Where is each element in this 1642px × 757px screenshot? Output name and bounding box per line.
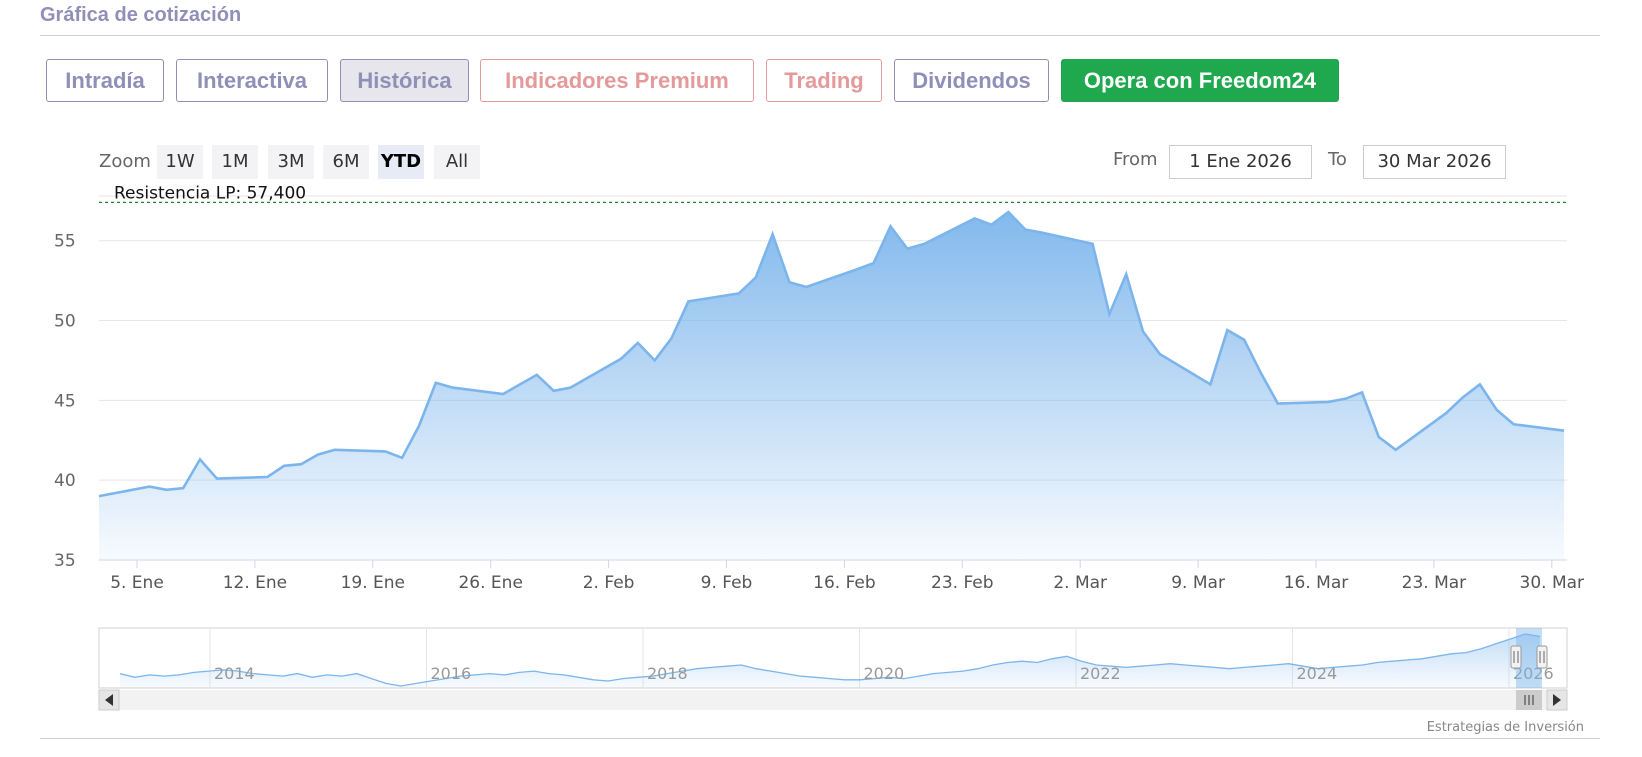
x-tick-label: 16. Mar [1284,573,1349,593]
x-tick-label: 2. Mar [1053,573,1107,593]
navigator-scrollbar[interactable] [98,689,1568,711]
x-tick-label: 2. Feb [583,573,635,593]
tab-interactiva[interactable]: Interactiva [176,59,328,102]
freedom24-cta-button[interactable]: Opera con Freedom24 [1061,59,1339,102]
navigator-left-handle[interactable] [1510,645,1522,669]
x-tick-label: 16. Feb [813,573,876,593]
x-tick-label: 9. Feb [701,573,753,593]
zoom-6m-button[interactable]: 6M [323,145,369,179]
x-tick-label: 30. Mar [1520,573,1585,593]
arrow-left-icon [105,694,113,706]
navigator-year-label: 2020 [864,664,905,683]
y-tick-label: 45 [54,391,76,411]
tab-trading[interactable]: Trading [766,59,882,102]
navigator-year-label: 2024 [1297,664,1338,683]
tab-dividendos[interactable]: Dividendos [894,59,1049,102]
arrow-right-icon [1553,694,1561,706]
price-area [99,212,1565,560]
tab-indicadores-premium[interactable]: Indicadores Premium [480,59,754,102]
zoom-label: Zoom [99,151,151,172]
to-date-input[interactable]: 30 Mar 2026 [1363,145,1506,179]
x-tick-label: 19. Ene [341,573,405,593]
y-tick-label: 35 [54,551,76,571]
y-tick-label: 40 [54,471,76,491]
y-tick-label: 50 [54,312,76,332]
title-divider [40,35,1600,36]
navigator-year-label: 2022 [1080,664,1121,683]
zoom-ytd-button[interactable]: YTD [378,145,424,179]
navigator-year-label: 2026 [1513,664,1554,683]
x-tick-label: 26. Ene [458,573,522,593]
zoom-3m-button[interactable]: 3M [268,145,314,179]
navigator[interactable]: 2014 2016 2018 2020 2022 2024 2026 [98,627,1568,689]
price-line [98,210,1565,498]
navigator-year-label: 2016 [431,664,472,683]
page-title: Gráfica de cotización [40,4,242,26]
x-tick-label: 12. Ene [223,573,287,593]
zoom-1m-button[interactable]: 1M [212,145,258,179]
footer-divider [40,738,1600,739]
x-tick-label: 9. Mar [1171,573,1225,593]
x-tick-label: 5. Ene [110,573,164,593]
from-date-input[interactable]: 1 Ene 2026 [1169,145,1312,179]
x-tick-label: 23. Feb [931,573,994,593]
zoom-1w-button[interactable]: 1W [157,145,203,179]
credit-text: Estrategias de Inversión [1426,720,1584,735]
from-label: From [1113,149,1158,170]
resistance-label: Resistencia LP: 57,400 [114,183,306,203]
navigator-right-handle[interactable] [1536,645,1548,669]
scrollbar-track[interactable] [99,690,1567,710]
navigator-year-label: 2018 [647,664,688,683]
tab-historica[interactable]: Histórica [340,59,469,102]
navigator-year-label: 2014 [214,664,255,683]
to-label: To [1328,149,1347,170]
x-tick-label: 23. Mar [1402,573,1467,593]
zoom-all-button[interactable]: All [434,145,480,179]
y-tick-label: 55 [54,232,76,252]
navigator-area [120,634,1540,688]
navigator-line [119,633,1541,687]
tab-intradia[interactable]: Intradía [46,59,164,102]
